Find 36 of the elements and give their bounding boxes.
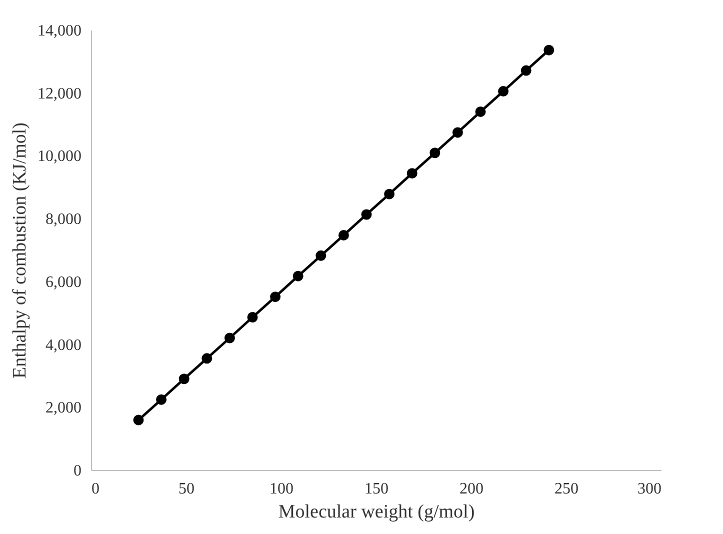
y-tick-label: 0	[74, 462, 82, 480]
y-tick-label: 14,000	[38, 22, 82, 40]
point	[178, 374, 190, 384]
point	[292, 270, 304, 282]
point	[520, 65, 532, 76]
point	[361, 209, 372, 220]
y-tick-label: 6,000	[46, 274, 82, 291]
y-tick-label: 2,000	[46, 400, 82, 417]
point	[452, 127, 463, 138]
x-tick-label: 300	[638, 480, 662, 498]
y-tick-label: 12,000	[38, 85, 82, 102]
y-tick-label: 10,000	[38, 148, 82, 166]
point	[133, 414, 144, 426]
point	[316, 250, 326, 261]
x-axis-title: Molecular weight (g/mol)	[278, 502, 475, 522]
point	[406, 168, 418, 179]
x-tick-label: 100	[270, 480, 294, 498]
point	[270, 292, 281, 302]
point	[384, 188, 395, 200]
x-tick-label: 50	[178, 480, 194, 498]
y-tick-label: 4,000	[46, 336, 82, 354]
point	[156, 394, 167, 405]
point	[544, 44, 554, 56]
point	[202, 353, 212, 364]
point	[338, 230, 349, 240]
point	[498, 86, 509, 97]
x-tick-label: 250	[554, 480, 578, 498]
x-tick-label: 150	[364, 480, 388, 498]
point	[247, 312, 258, 322]
point	[430, 148, 440, 158]
y-axis-title: Enthalpy of combustion (KJ/mol)	[10, 122, 30, 378]
x-tick-label: 0	[92, 480, 100, 498]
x-tick-label: 200	[460, 480, 484, 498]
y-tick-label: 8,000	[46, 211, 82, 228]
point	[475, 106, 486, 117]
point	[224, 332, 235, 344]
